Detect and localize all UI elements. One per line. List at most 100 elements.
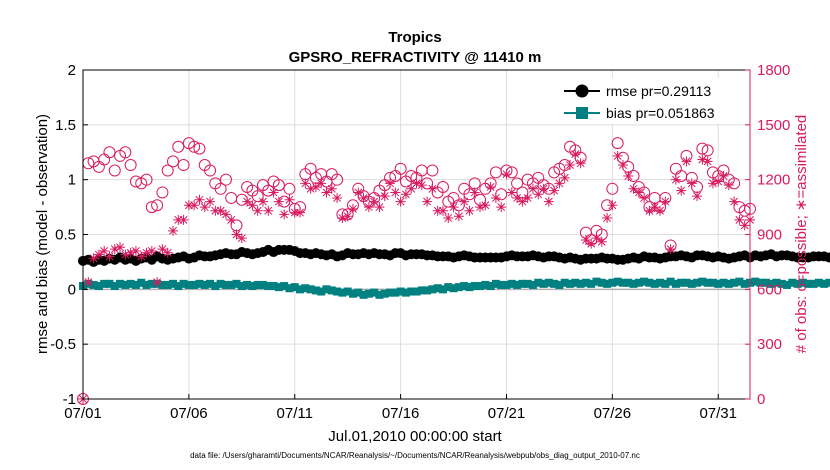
obs-assimilated-point: [543, 196, 554, 207]
obs-assimilated-point: [443, 213, 454, 224]
bias-point: [274, 283, 283, 292]
bias-point: [640, 277, 649, 286]
bias-point: [571, 278, 580, 287]
data-layer: [77, 137, 830, 405]
obs-assimilated-point: [305, 183, 316, 194]
bias-point: [100, 279, 109, 288]
bias-point: [237, 282, 246, 291]
obs-assimilated-point: [374, 202, 385, 213]
bias-point: [306, 285, 315, 294]
bias-point: [401, 288, 410, 297]
obs-assimilated-point: [400, 189, 411, 200]
bias-point: [687, 279, 696, 288]
obs-assimilated-point: [284, 194, 295, 205]
obs-assimilated-point: [713, 176, 724, 187]
obs-assimilated-point: [633, 187, 644, 198]
bias-point: [629, 279, 638, 288]
obs-assimilated-point: [506, 187, 517, 198]
obs-assimilated-point: [602, 213, 613, 224]
obs-assimilated-point: [109, 244, 120, 255]
bias-point: [168, 279, 177, 288]
obs-assimilated-point: [321, 187, 332, 198]
obs-assimilated-point: [559, 172, 570, 183]
bias-point: [386, 288, 395, 297]
obs-assimilated-point: [183, 200, 194, 211]
bias-point: [714, 279, 723, 288]
bias-point: [809, 279, 818, 288]
x-tick-label: 07/16: [382, 405, 420, 422]
bias-point: [375, 290, 384, 299]
bias-point: [671, 279, 680, 288]
x-tick-label: 07/06: [170, 405, 208, 422]
obs-assimilated-point: [115, 242, 126, 253]
bias-point: [592, 277, 601, 286]
obs-assimilated-point: [644, 205, 655, 216]
bias-point: [126, 279, 135, 288]
obs-possible-point: [172, 140, 185, 153]
bias-point: [338, 288, 347, 297]
bias-point: [290, 283, 299, 292]
obs-assimilated-point: [104, 251, 115, 262]
obs-possible-point: [204, 164, 217, 177]
bias-point: [788, 278, 797, 287]
obs-assimilated-point: [665, 244, 676, 255]
y-axis-label-right: # of obs: o=possible; ∗=assimilated: [793, 115, 810, 354]
obs-assimilated-point: [236, 233, 247, 244]
bias-point: [825, 278, 830, 287]
bias-point: [417, 286, 426, 295]
obs-assimilated-point: [363, 202, 374, 213]
bias-point: [491, 279, 500, 288]
y-axis-label-left: rmse and bias (model - observation): [34, 114, 51, 354]
bias-point: [566, 279, 575, 288]
obs-possible-point: [145, 201, 158, 214]
obs-assimilated-point: [437, 205, 448, 216]
bias-point: [94, 282, 103, 291]
obs-assimilated-point: [707, 178, 718, 189]
bias-point: [121, 280, 130, 289]
data-file-footer: data file: /Users/gharamti/Documents/NCA…: [190, 451, 640, 460]
bias-point: [206, 279, 215, 288]
y-tick-label-right: 1800: [757, 62, 790, 79]
bias-point: [370, 288, 379, 297]
bias-point: [634, 278, 643, 287]
bias-point: [476, 282, 485, 291]
chart-title: Tropics: [388, 29, 441, 46]
obs-assimilated-point: [469, 187, 480, 198]
obs-possible-point: [151, 199, 164, 212]
bias-point: [248, 282, 257, 291]
bias-point: [221, 280, 230, 289]
bias-point: [243, 280, 252, 289]
obs-assimilated-point: [326, 183, 337, 194]
obs-assimilated-point: [422, 196, 433, 207]
y-tick-label-left: -1: [63, 391, 76, 408]
obs-possible-point: [272, 179, 285, 192]
bias-point: [190, 280, 199, 289]
bias-point: [407, 287, 416, 296]
obs-assimilated-point: [628, 183, 639, 194]
obs-assimilated-point: [152, 277, 163, 288]
bias-point: [544, 278, 553, 287]
obs-assimilated-point: [226, 214, 237, 225]
obs-assimilated-point: [406, 183, 417, 194]
bias-point: [296, 285, 305, 294]
bias-point: [232, 279, 241, 288]
obs-assimilated-point: [411, 178, 422, 189]
obs-assimilated-point: [527, 183, 538, 194]
x-tick-label: 07/11: [277, 405, 313, 422]
obs-assimilated-point: [93, 249, 104, 260]
obs-assimilated-point: [120, 249, 131, 260]
obs-possible-point: [193, 142, 206, 155]
bias-point: [645, 278, 654, 287]
bias-point: [311, 286, 320, 295]
obs-possible-point: [489, 166, 502, 179]
y-tick-label-left: 2: [68, 62, 76, 79]
bias-point: [412, 287, 421, 296]
bias-point: [301, 284, 310, 293]
bias-point: [820, 279, 829, 288]
y-tick-label-right: 0: [757, 391, 765, 408]
bias-point: [608, 278, 617, 287]
obs-assimilated-point: [575, 158, 586, 169]
bias-point: [158, 280, 167, 289]
bias-point: [438, 285, 447, 294]
obs-assimilated-point: [125, 247, 136, 258]
